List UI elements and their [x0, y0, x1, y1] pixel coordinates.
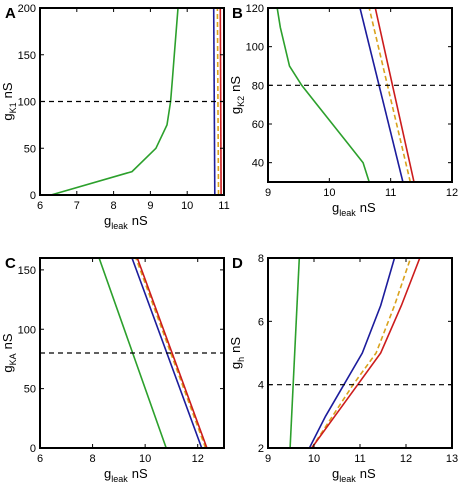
- x-tick-label: 12: [446, 187, 458, 199]
- y-tick-label: 0: [30, 443, 36, 455]
- y-axis-label-unit: nS: [228, 76, 243, 92]
- y-axis-label: gh nS: [228, 337, 246, 369]
- x-axis-label-unit: nS: [132, 466, 148, 481]
- x-tick-label: 11: [218, 200, 229, 212]
- y-axis-label-unit: nS: [0, 82, 15, 98]
- y-tick-label: 40: [252, 158, 264, 170]
- series-line-orange: [368, 8, 412, 182]
- y-axis-label-sub: K2: [236, 96, 246, 107]
- x-tick-label: 12: [400, 453, 412, 465]
- y-axis-label-sub: KA: [8, 353, 18, 365]
- y-axis-label: gKA nS: [0, 333, 18, 372]
- x-tick-label: 8: [90, 453, 96, 465]
- y-tick-label: 50: [24, 143, 36, 155]
- y-tick-label: 100: [246, 42, 264, 54]
- x-axis-label-sub: leak: [111, 221, 128, 231]
- series-line-blue: [359, 8, 404, 182]
- y-tick-label: 150: [18, 265, 36, 277]
- panel-label-A: A: [5, 5, 16, 22]
- y-tick-label: 0: [30, 190, 36, 202]
- x-tick-label: 7: [74, 200, 80, 212]
- series-line-orange: [135, 258, 207, 448]
- y-axis-label-main: g: [0, 113, 15, 120]
- y-tick-label: 120: [246, 3, 264, 15]
- y-tick-label: 50: [24, 384, 36, 396]
- panel-label-D: D: [232, 255, 243, 272]
- x-tick-label: 9: [265, 453, 271, 465]
- y-axis-label: gK2 nS: [228, 76, 246, 114]
- x-tick-label: 10: [323, 187, 335, 199]
- x-axis-label-unit: nS: [360, 466, 376, 481]
- y-tick-label: 150: [18, 50, 36, 62]
- x-axis-label-main: g: [332, 466, 339, 481]
- y-axis-label: gK1 nS: [0, 82, 18, 120]
- x-axis-label: gleak nS: [104, 466, 148, 484]
- axes-frame: [267, 7, 453, 183]
- x-axis-label-sub: leak: [111, 474, 128, 484]
- y-axis-label-sub: h: [236, 357, 246, 362]
- series-line-red: [311, 258, 421, 448]
- x-tick-label: 9: [147, 200, 153, 212]
- x-axis-label-sub: leak: [339, 208, 356, 218]
- y-tick-label: 100: [18, 97, 36, 109]
- series-line-red: [374, 8, 415, 182]
- series-line-green: [276, 8, 370, 182]
- y-axis-label-main: g: [228, 362, 243, 369]
- x-tick-label: 6: [37, 200, 43, 212]
- series-line-blue: [308, 258, 396, 448]
- axes-frame: [39, 257, 225, 449]
- series-line-green: [289, 258, 301, 448]
- y-tick-label: 100: [18, 324, 36, 336]
- x-axis-label: gleak nS: [104, 213, 148, 231]
- x-tick-label: 10: [139, 453, 151, 465]
- y-tick-label: 4: [258, 380, 264, 392]
- y-axis-label-main: g: [228, 107, 243, 114]
- x-tick-label: 10: [308, 453, 320, 465]
- y-tick-label: 8: [258, 253, 264, 265]
- y-axis-label-unit: nS: [0, 333, 15, 349]
- x-tick-label: 8: [111, 200, 117, 212]
- series-line-green: [50, 8, 179, 195]
- y-axis-label-main: g: [0, 365, 15, 372]
- y-axis-label-unit: nS: [228, 337, 243, 353]
- y-tick-label: 60: [252, 119, 264, 131]
- x-axis-label-unit: nS: [132, 213, 148, 228]
- x-tick-label: 9: [265, 187, 271, 199]
- x-axis-label-main: g: [332, 200, 339, 215]
- x-axis-label-unit: nS: [360, 200, 376, 215]
- x-tick-label: 11: [385, 187, 396, 199]
- series-line-orange: [216, 8, 220, 195]
- series-line-red: [136, 258, 208, 448]
- x-tick-label: 10: [181, 200, 193, 212]
- x-tick-label: 13: [446, 453, 458, 465]
- x-axis-label: gleak nS: [332, 200, 376, 218]
- x-axis-label: gleak nS: [332, 466, 376, 484]
- x-tick-label: 11: [354, 453, 365, 465]
- y-tick-label: 2: [258, 443, 264, 455]
- series-line-orange: [311, 258, 412, 448]
- y-tick-label: 80: [252, 80, 264, 92]
- y-tick-label: 6: [258, 316, 264, 328]
- x-axis-label-main: g: [104, 213, 111, 228]
- y-tick-label: 200: [18, 3, 36, 15]
- x-axis-label-main: g: [104, 466, 111, 481]
- panel-label-C: C: [5, 255, 16, 272]
- x-axis-label-sub: leak: [339, 474, 356, 484]
- y-axis-label-sub: K1: [8, 102, 18, 113]
- x-tick-label: 12: [192, 453, 204, 465]
- axes-frame: [267, 257, 453, 449]
- x-tick-label: 6: [37, 453, 43, 465]
- panel-label-B: B: [232, 5, 243, 22]
